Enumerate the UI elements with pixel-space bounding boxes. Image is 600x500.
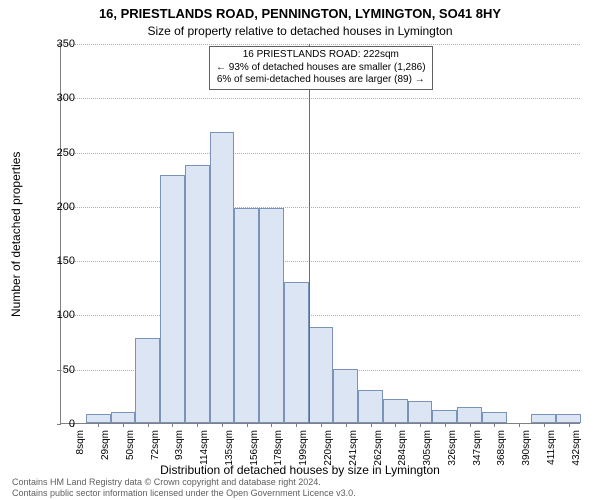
- histogram-bar: [284, 282, 309, 423]
- xtick-mark: [420, 423, 421, 427]
- histogram-bar: [358, 390, 383, 423]
- xtick-mark: [123, 423, 124, 427]
- reference-line: [309, 44, 310, 423]
- xtick-mark: [395, 423, 396, 427]
- xtick-label: 50sqm: [125, 430, 136, 470]
- xtick-mark: [296, 423, 297, 427]
- chart-title-main: 16, PRIESTLANDS ROAD, PENNINGTON, LYMING…: [0, 6, 600, 21]
- annotation-line: 6% of semi-detached houses are larger (8…: [216, 74, 426, 87]
- xtick-label: 262sqm: [373, 430, 384, 470]
- histogram-bar: [432, 410, 457, 423]
- xtick-label: 8sqm: [75, 430, 86, 470]
- xtick-mark: [271, 423, 272, 427]
- histogram-bar: [482, 412, 507, 423]
- xtick-mark: [445, 423, 446, 427]
- xtick-mark: [172, 423, 173, 427]
- histogram-bar: [86, 414, 111, 423]
- xtick-label: 29sqm: [100, 430, 111, 470]
- xtick-label: 241sqm: [348, 430, 359, 470]
- ytick-label: 350: [45, 38, 75, 50]
- histogram-bar: [408, 401, 433, 423]
- histogram-bar: [309, 327, 334, 423]
- xtick-mark: [346, 423, 347, 427]
- chart-title-sub: Size of property relative to detached ho…: [0, 24, 600, 38]
- plot-area: 16 PRIESTLANDS ROAD: 222sqm← 93% of deta…: [60, 44, 580, 424]
- y-axis-label: Number of detached properties: [9, 151, 23, 316]
- xtick-label: 411sqm: [546, 430, 557, 470]
- xtick-mark: [321, 423, 322, 427]
- ytick-label: 100: [45, 309, 75, 321]
- ytick-label: 200: [45, 201, 75, 213]
- annotation-box: 16 PRIESTLANDS ROAD: 222sqm← 93% of deta…: [209, 46, 433, 90]
- xtick-mark: [222, 423, 223, 427]
- ytick-label: 50: [45, 364, 75, 376]
- xtick-label: 72sqm: [150, 430, 161, 470]
- xtick-mark: [569, 423, 570, 427]
- histogram-bar: [457, 407, 482, 423]
- xtick-mark: [371, 423, 372, 427]
- xtick-label: 178sqm: [273, 430, 284, 470]
- annotation-line: ← 93% of detached houses are smaller (1,…: [216, 62, 426, 75]
- histogram-bar: [333, 369, 358, 423]
- xtick-label: 368sqm: [496, 430, 507, 470]
- gridline-h: [61, 153, 580, 154]
- annotation-line: 16 PRIESTLANDS ROAD: 222sqm: [216, 49, 426, 62]
- xtick-label: 326sqm: [447, 430, 458, 470]
- gridline-h: [61, 315, 580, 316]
- gridline-h: [61, 261, 580, 262]
- xtick-label: 156sqm: [249, 430, 260, 470]
- ytick-label: 300: [45, 92, 75, 104]
- xtick-mark: [148, 423, 149, 427]
- xtick-mark: [470, 423, 471, 427]
- xtick-mark: [197, 423, 198, 427]
- histogram-bar: [210, 132, 235, 423]
- xtick-mark: [544, 423, 545, 427]
- xtick-label: 284sqm: [397, 430, 408, 470]
- histogram-bar: [135, 338, 160, 423]
- ytick-label: 0: [45, 418, 75, 430]
- histogram-bar: [259, 208, 284, 423]
- xtick-mark: [519, 423, 520, 427]
- histogram-bar: [531, 414, 556, 423]
- xtick-mark: [98, 423, 99, 427]
- xtick-label: 135sqm: [224, 430, 235, 470]
- xtick-label: 220sqm: [323, 430, 334, 470]
- footer-attribution: Contains HM Land Registry data © Crown c…: [12, 477, 356, 498]
- xtick-mark: [247, 423, 248, 427]
- ytick-label: 250: [45, 147, 75, 159]
- histogram-bar: [234, 208, 259, 423]
- histogram-bar: [160, 175, 185, 423]
- histogram-bar: [111, 412, 136, 423]
- xtick-label: 93sqm: [174, 430, 185, 470]
- xtick-label: 432sqm: [571, 430, 582, 470]
- xtick-mark: [494, 423, 495, 427]
- ytick-label: 150: [45, 255, 75, 267]
- xtick-label: 390sqm: [521, 430, 532, 470]
- xtick-label: 347sqm: [472, 430, 483, 470]
- histogram-bar: [383, 399, 408, 423]
- xtick-label: 305sqm: [422, 430, 433, 470]
- gridline-h: [61, 44, 580, 45]
- xtick-label: 114sqm: [199, 430, 210, 470]
- xtick-label: 199sqm: [298, 430, 309, 470]
- gridline-h: [61, 98, 580, 99]
- gridline-h: [61, 207, 580, 208]
- histogram-bar: [185, 165, 210, 423]
- histogram-bar: [556, 414, 581, 423]
